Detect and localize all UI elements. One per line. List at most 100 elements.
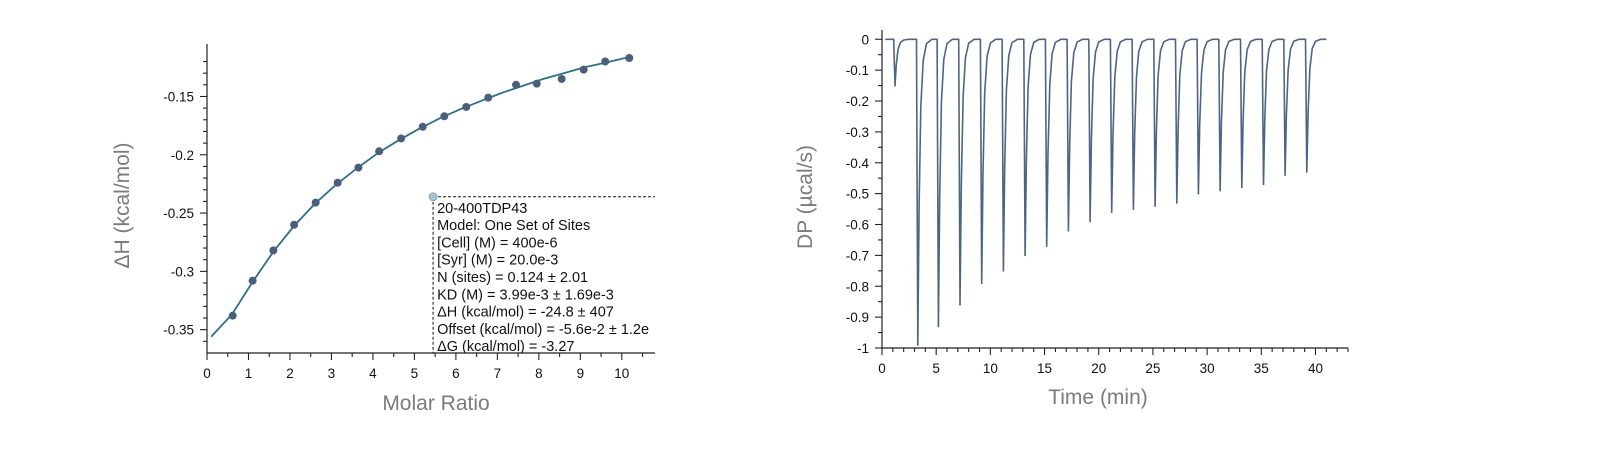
y-tick-label: -0.1 <box>846 63 869 78</box>
x-tick-label: 10 <box>614 366 629 381</box>
x-tick-label: 35 <box>1254 361 1269 376</box>
injection-peak <box>959 303 961 306</box>
annotation-line: [Syr] (M) = 20.0e-3 <box>437 253 558 269</box>
annotation-line: ΔH (kcal/mol) = -24.8 ± 407 <box>437 305 614 321</box>
thermogram-chart: 0 5 10 15 20 25 30 35 40 0 -0.1 -0.2 -0.3 -0.4 -0.5 -0.… <box>794 30 1349 409</box>
injection-peak <box>1240 186 1243 189</box>
injection-peak <box>894 84 896 87</box>
x-tick-label: 4 <box>369 366 377 381</box>
injection-peak <box>1306 171 1308 173</box>
thermogram-y-axis-label: DP (µcal/s) <box>794 145 817 249</box>
data-point <box>462 102 471 111</box>
data-point <box>248 276 257 285</box>
isotherm-fit-curve <box>210 55 631 338</box>
data-point <box>333 178 342 187</box>
isotherm-ticks: 0 1 2 3 4 5 6 7 8 9 10 -0.35 -0.3 -0.25 -0.2 -0.15 <box>163 60 644 381</box>
annotation-line: ΔG (kcal/mol) = -3.27 <box>437 339 574 355</box>
x-tick-label: 20 <box>1091 361 1106 376</box>
y-tick-label: -0.15 <box>163 89 194 104</box>
isotherm-y-axis-label: ΔH (kcal/mol) <box>111 142 134 268</box>
injection-peak <box>1089 220 1091 223</box>
y-tick-label: -0.9 <box>846 310 869 325</box>
data-point <box>228 311 237 320</box>
y-tick-label: -0.8 <box>846 279 869 294</box>
data-point <box>484 93 493 102</box>
data-point <box>440 112 449 121</box>
x-tick-label: 1 <box>245 366 253 381</box>
fit-line <box>210 55 631 338</box>
isotherm-x-axis-label: Molar Ratio <box>382 392 489 415</box>
injection-peak <box>1197 192 1200 195</box>
annotation-line: KD (M) = 3.99e-3 ± 1.69e-3 <box>437 287 614 303</box>
thermogram-axes <box>881 30 1348 349</box>
annotation-marker <box>428 192 438 202</box>
dp-trace-line <box>885 38 1327 346</box>
data-point <box>512 80 521 89</box>
injection-peak <box>1219 189 1221 192</box>
data-point <box>601 57 610 66</box>
x-tick-label: 8 <box>535 366 543 381</box>
injection-peak <box>1045 245 1048 247</box>
y-tick-label: -0.2 <box>171 148 194 163</box>
injection-peak <box>1067 229 1070 232</box>
injection-peak <box>1154 205 1156 207</box>
data-point <box>354 163 363 172</box>
data-point <box>557 74 566 83</box>
annotation-line: Model: One Set of Sites <box>437 218 590 234</box>
x-tick-label: 9 <box>577 366 585 381</box>
data-point <box>375 147 384 156</box>
isotherm-data-points <box>228 53 634 320</box>
injection-peak <box>1110 211 1113 213</box>
x-tick-label: 0 <box>203 366 211 381</box>
thermogram-x-axis-label: Time (min) <box>1048 386 1148 409</box>
y-tick-label: -0.25 <box>163 206 194 221</box>
injection-peak <box>980 282 983 284</box>
data-point <box>269 246 278 255</box>
x-tick-label: 15 <box>1037 361 1052 376</box>
injection-peak <box>1262 183 1265 186</box>
injection-peak <box>1284 174 1286 176</box>
isotherm-chart: 0 1 2 3 4 5 6 7 8 9 10 -0.35 -0.3 -0.25 -0.2 -0.15 20-4… <box>111 44 655 415</box>
y-tick-label: 0 <box>861 32 869 47</box>
x-tick-label: 5 <box>932 361 940 376</box>
annotation-line: Offset (kcal/mol) = -5.6e-2 ± 1.2e <box>437 322 649 338</box>
data-point <box>397 134 406 143</box>
annotation-line: 20-400TDP43 <box>437 201 527 217</box>
x-tick-label: 2 <box>286 366 294 381</box>
thermogram-ticks: 0 5 10 15 20 25 30 35 40 0 -0.1 -0.2 -0.3 -0.4 -0.5 -0.… <box>846 32 1349 376</box>
data-point <box>625 53 634 62</box>
x-tick-label: 3 <box>328 366 336 381</box>
thermogram-trace <box>885 38 1327 346</box>
annotation-line: N (sites) = 0.124 ± 2.01 <box>437 270 588 286</box>
data-point <box>290 220 299 229</box>
x-tick-label: 30 <box>1200 361 1215 376</box>
y-tick-label: -0.4 <box>846 156 870 171</box>
injection-peak <box>1024 254 1026 257</box>
y-tick-label: -0.6 <box>846 218 869 233</box>
y-tick-label: -0.3 <box>171 264 194 279</box>
x-tick-label: 40 <box>1308 361 1323 376</box>
injection-peak <box>1002 270 1005 272</box>
data-point <box>579 65 588 74</box>
x-tick-label: 0 <box>878 361 886 376</box>
x-tick-label: 7 <box>494 366 502 381</box>
x-tick-label: 6 <box>452 366 460 381</box>
x-tick-label: 5 <box>411 366 419 381</box>
y-tick-label: -0.35 <box>163 323 194 338</box>
x-tick-label: 25 <box>1145 361 1160 376</box>
injection-peak <box>1132 208 1135 210</box>
injection-peak <box>916 344 919 346</box>
data-point <box>418 122 427 131</box>
data-point <box>532 79 541 88</box>
y-tick-label: -0.5 <box>846 187 869 202</box>
injection-peak <box>1175 202 1178 204</box>
injection-peak <box>937 325 940 328</box>
y-tick-label: -0.7 <box>846 248 869 263</box>
annotation-line: [Cell] (M) = 400e-6 <box>437 235 557 251</box>
y-tick-label: -0.3 <box>846 125 869 140</box>
data-point <box>311 198 320 207</box>
y-tick-label: -1 <box>857 341 869 356</box>
